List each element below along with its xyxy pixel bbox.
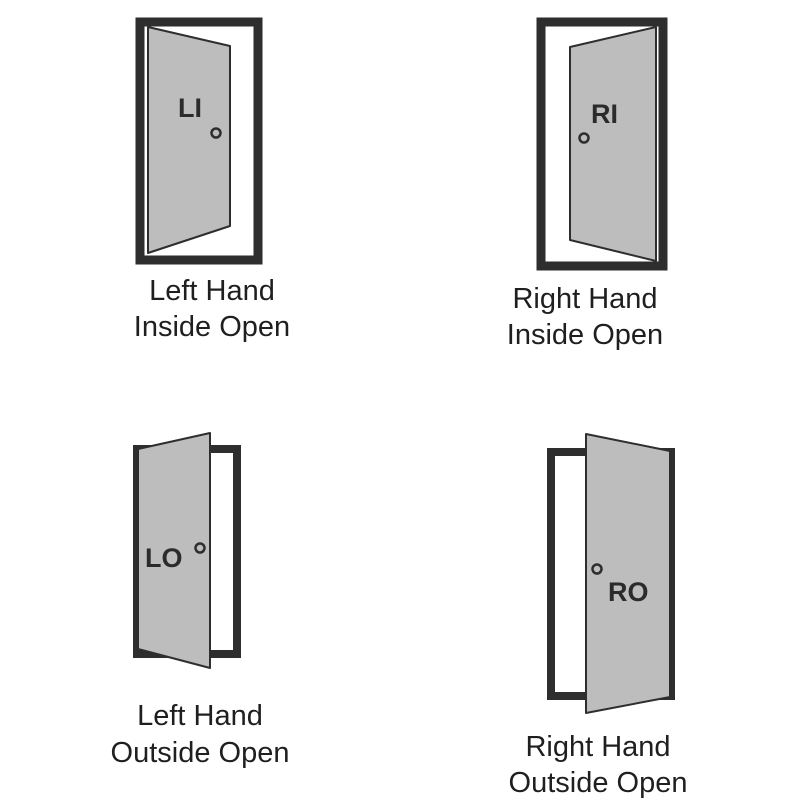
door-code-label: LO [145, 543, 183, 573]
caption-line-1: Right Hand [512, 283, 657, 315]
door-right-hand-outside-open: RO Right Hand Outside Open [509, 433, 688, 799]
caption-line-1: Right Hand [525, 731, 670, 763]
door-code-label: LI [178, 93, 202, 123]
caption-line-2: Outside Open [509, 767, 688, 799]
door-knob-icon [578, 132, 590, 144]
door-left-hand-inside-open: LI Left Hand Inside Open [134, 17, 290, 343]
door-right-hand-inside-open: RI Right Hand Inside Open [507, 17, 668, 351]
caption-line-2: Inside Open [134, 311, 290, 343]
door-knob-icon [194, 542, 206, 554]
door-leaf [569, 26, 657, 262]
door-leaf [585, 433, 671, 714]
caption-line-1: Left Hand [137, 700, 263, 732]
caption-line-2: Outside Open [111, 737, 290, 769]
door-knob-icon [591, 563, 603, 575]
door-code-label: RO [608, 577, 649, 607]
door-leaf [137, 432, 211, 669]
caption-line-1: Left Hand [149, 275, 275, 307]
door-knob-icon [210, 127, 222, 139]
door-left-hand-outside-open: LO Left Hand Outside Open [111, 432, 290, 769]
caption-line-2: Inside Open [507, 319, 663, 351]
door-leaf [147, 26, 231, 254]
door-code-label: RI [591, 99, 618, 129]
